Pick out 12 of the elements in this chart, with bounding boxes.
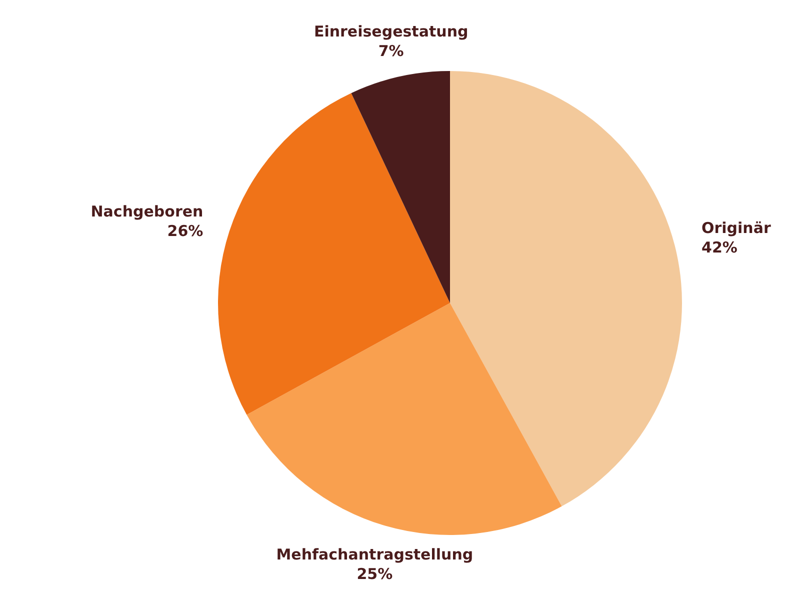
pie-slice [218, 93, 450, 415]
slice-label: Einreisegestatung [314, 22, 468, 40]
pie-slice [450, 71, 682, 506]
data-label: 25% [356, 564, 393, 583]
data-label: 7% [378, 42, 404, 60]
slice-label: Nachgeboren [90, 202, 204, 221]
data-label: 42% [702, 238, 738, 256]
slice-label: Originär [702, 218, 772, 237]
slice-label: Mehfachantragstellung [276, 545, 474, 564]
data-label: 26% [167, 222, 204, 240]
pie-slice [246, 303, 562, 535]
pie-slice [351, 71, 450, 303]
